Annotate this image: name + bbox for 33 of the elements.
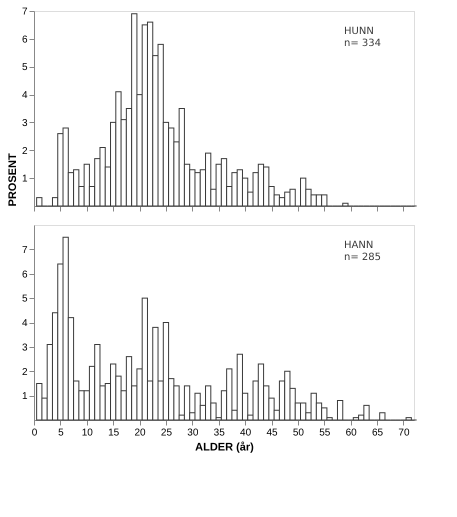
y-tick-label: 1: [22, 391, 28, 402]
x-tick-label: 15: [108, 428, 120, 438]
x-tick-label: 20: [134, 428, 146, 438]
y-axis-title: PROSENT: [6, 153, 19, 206]
y-tick-label: 2: [22, 146, 28, 157]
x-tick-label: 30: [187, 428, 199, 438]
annotation: HANN n= 285: [344, 240, 381, 263]
x-tick-label: 65: [372, 428, 384, 438]
x-tick-label: 45: [266, 428, 278, 438]
y-tick-label: 6: [22, 269, 28, 280]
y-tick-label: 6: [22, 34, 28, 46]
y-tick-label: 4: [22, 90, 28, 102]
x-tick-label: 50: [292, 428, 304, 438]
annotation: HUNN n= 334: [344, 26, 381, 49]
y-tick-label: 1: [22, 174, 28, 185]
x-tick-label: 55: [319, 428, 331, 438]
x-tick-label: 10: [82, 428, 94, 438]
x-tick-label: 35: [214, 428, 226, 438]
y-tick-label: 2: [22, 366, 28, 378]
y-tick-label: 7: [22, 244, 28, 256]
y-tick-label: 5: [22, 294, 28, 305]
y-tick-label: 7: [22, 6, 28, 18]
x-tick-label: 0: [32, 428, 38, 438]
x-tick-label: 60: [346, 428, 358, 438]
x-tick-label: 5: [58, 428, 64, 438]
x-tick-label: 25: [160, 428, 172, 438]
x-tick-label: 70: [398, 428, 410, 438]
x-axis-title: ALDER (år): [195, 440, 254, 454]
y-tick-label: 4: [22, 318, 28, 329]
y-tick-label: 3: [22, 342, 28, 354]
y-tick-label: 3: [22, 118, 28, 129]
y-tick-label: 5: [22, 62, 28, 74]
x-tick-label: 40: [240, 428, 252, 438]
